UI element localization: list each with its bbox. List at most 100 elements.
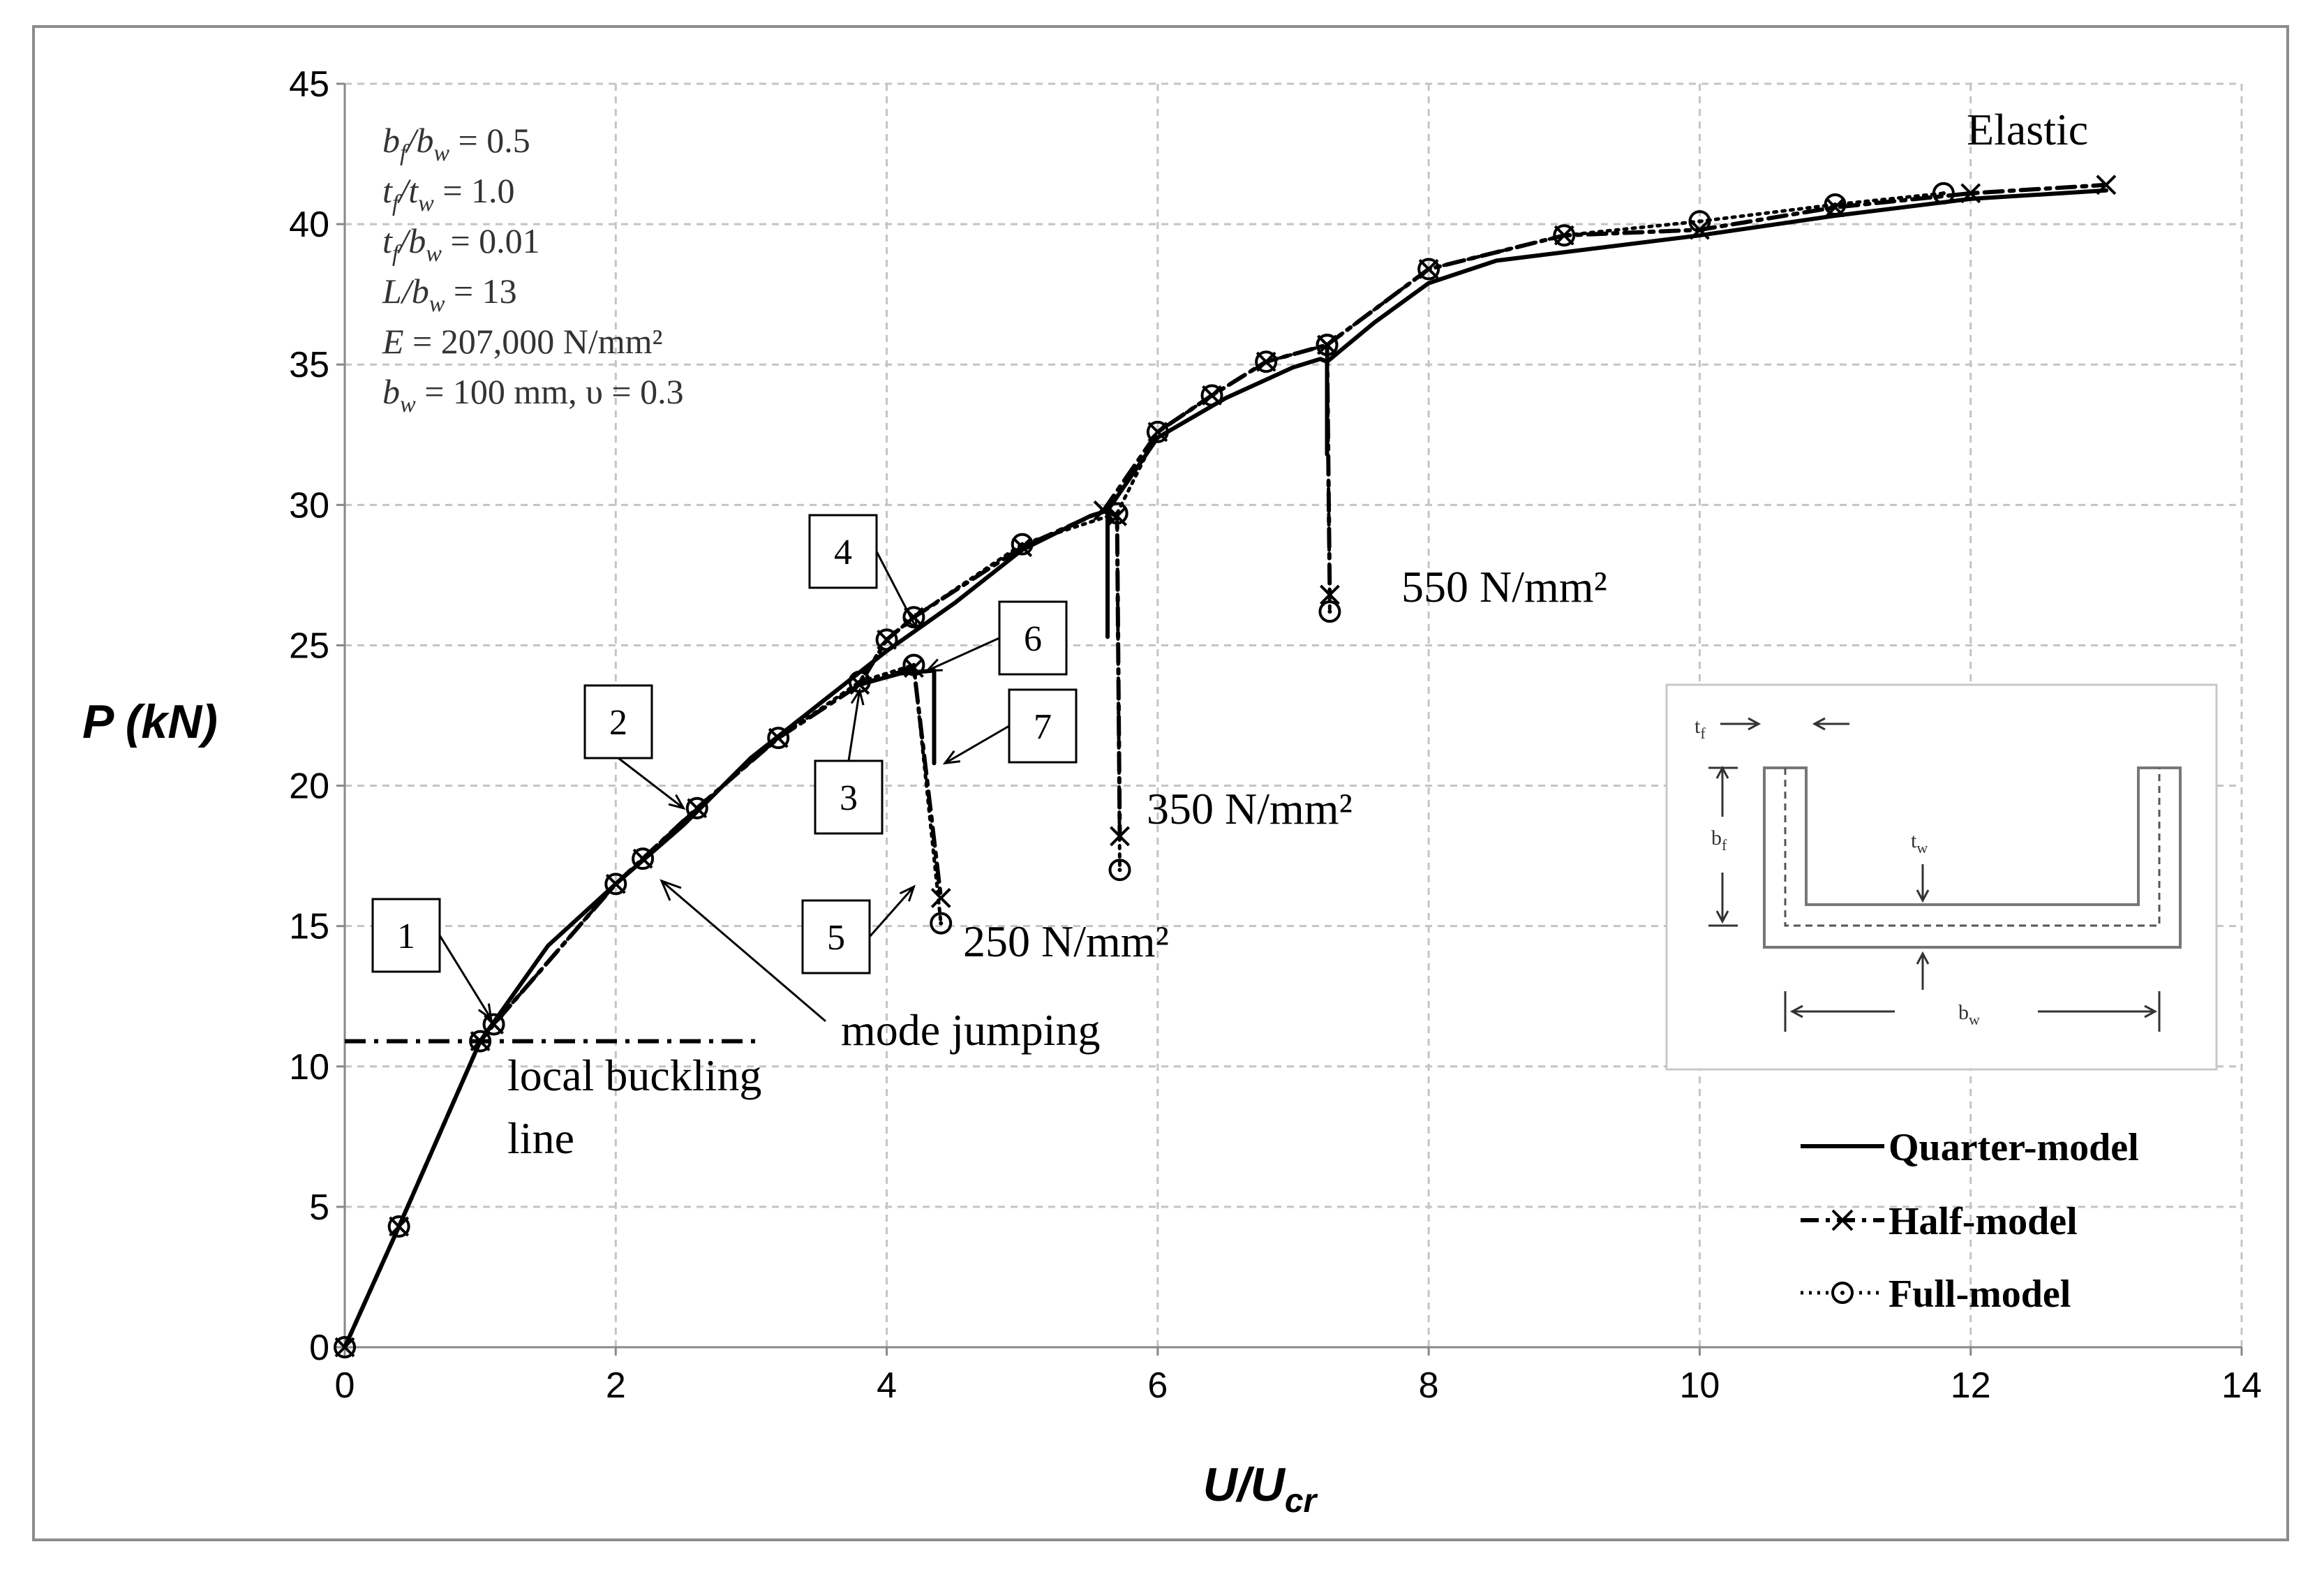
callout-leader	[847, 690, 861, 762]
marker-circle	[1318, 600, 1341, 623]
series-line-solid	[1105, 357, 1329, 513]
marker-circle	[1316, 334, 1339, 357]
callout-label: 7	[1034, 707, 1052, 747]
y-tick-label: 15	[289, 907, 329, 947]
series-line-dotted	[858, 663, 943, 926]
x-tick-label: 14	[2221, 1365, 2262, 1406]
mode-jumping-label: mode jumping	[841, 1005, 1101, 1055]
legend-marker-x	[1831, 1209, 1854, 1231]
series-line-solid	[1325, 188, 2108, 364]
marker-circle	[469, 1030, 492, 1053]
dimension-arrows	[1708, 717, 2161, 1032]
cross-section-inset: tf bf tw bw	[1665, 683, 2218, 1071]
marker-x	[1110, 826, 1130, 847]
marker-circle	[482, 1013, 505, 1036]
marker-circle-dot	[1115, 511, 1119, 516]
marker-circle	[875, 628, 898, 651]
channel-section	[1763, 766, 2182, 949]
inset-tw-label: tw	[1911, 829, 1928, 857]
callout-box	[814, 759, 884, 835]
marker-circle-dot	[478, 1039, 483, 1044]
marker-circle-dot	[1697, 219, 1702, 224]
callout-label: 1	[397, 917, 415, 956]
legend-item-quarter: Quarter-model	[1801, 1126, 2139, 1169]
marker-circle	[334, 1336, 356, 1358]
callouts-group: 1 2 3 4 5 6 7	[371, 514, 1078, 1021]
x-tick-label: 6	[1147, 1365, 1168, 1406]
inset-tf-label: tf	[1694, 715, 1706, 742]
parameter-line: bf/bw = 0.5	[382, 121, 530, 166]
y-tick-label: 45	[289, 64, 329, 105]
marker-circle-dot	[939, 921, 944, 926]
markers-group	[334, 175, 2117, 1358]
marker-x	[1093, 500, 1114, 521]
marker-circle	[387, 1215, 410, 1238]
callout-leader	[868, 886, 915, 937]
callout-leader	[927, 637, 1000, 672]
label-350: 350 N/mm²	[1147, 784, 1353, 833]
y-tick-label: 20	[289, 766, 329, 807]
parameter-line: tf/bw = 0.01	[382, 221, 540, 267]
marker-circle-dot	[1941, 191, 1946, 195]
y-tick-label: 30	[289, 485, 329, 526]
marker-circle-dot	[396, 1224, 401, 1229]
x-tick-label: 8	[1419, 1365, 1439, 1406]
marker-circle-dot	[1833, 202, 1838, 207]
y-tick-label: 25	[289, 625, 329, 666]
marker-circle	[767, 727, 790, 750]
mode-jumping-arrows	[660, 879, 826, 1023]
inset-bf-label: bf	[1711, 826, 1727, 854]
marker-circle	[685, 796, 708, 820]
local-buckling-label: local buckling	[507, 1051, 761, 1100]
marker-circle-dot	[1264, 359, 1269, 364]
parameters-block: bf/bw = 0.5 tf/tw = 1.0 tf/bw = 0.01 L/bw =…	[382, 121, 684, 417]
marker-circle-dot	[343, 1345, 347, 1349]
marker-circle-dot	[1562, 233, 1567, 238]
section-midline	[1784, 768, 2161, 927]
marker-circle-dot	[884, 637, 889, 642]
callout-box	[801, 899, 871, 974]
marker-circle-dot	[613, 882, 618, 887]
inset-bw-label: bw	[1958, 1001, 1980, 1028]
x-tick-label: 10	[1680, 1365, 1720, 1406]
y-tick-label: 10	[289, 1047, 329, 1088]
marker-circle	[632, 847, 655, 870]
marker-x	[1960, 183, 1981, 204]
marker-circle-dot	[491, 1022, 496, 1027]
legend-item-full: Full-model	[1801, 1273, 2071, 1316]
callout-leader	[618, 757, 685, 809]
x-tick-label: 2	[606, 1365, 626, 1406]
legend-item-half: Half-model	[1801, 1200, 2078, 1243]
marker-circle-dot	[1209, 393, 1214, 398]
series-line-dotted	[1115, 343, 1332, 614]
marker-circle	[1200, 384, 1223, 407]
marker-circle	[1553, 224, 1576, 247]
marker-circle-dot	[1427, 267, 1431, 272]
series-line-dotted	[1325, 191, 1946, 347]
callout-label: 4	[834, 533, 852, 572]
callout-label: 3	[840, 778, 858, 818]
callout-box	[808, 514, 878, 589]
callout-label: 6	[1024, 619, 1042, 659]
callout-leader	[875, 551, 918, 630]
marker-circle-dot	[1325, 343, 1329, 348]
callout-leader	[438, 935, 492, 1020]
marker-circle	[1417, 258, 1440, 281]
legend-label-half: Half-model	[1889, 1200, 2078, 1243]
local-buckling-label-line2: line	[507, 1113, 574, 1163]
callout-label: 2	[609, 703, 627, 743]
grid	[345, 82, 2243, 1347]
callout-arrowhead	[925, 658, 943, 672]
y-axis-title: P (kN)	[82, 695, 218, 748]
marker-circle	[902, 653, 925, 676]
label-550: 550 N/mm²	[1401, 562, 1607, 611]
x-tick-label: 4	[877, 1365, 897, 1406]
legend-label-full: Full-model	[1889, 1273, 2071, 1316]
marker-circle-dot	[1155, 429, 1160, 434]
callout-label: 5	[827, 918, 845, 958]
marker-x	[930, 888, 951, 908]
marker-circle	[1932, 181, 1955, 205]
marker-circle-dot	[1327, 609, 1332, 614]
elastic-label: Elastic	[1967, 105, 2088, 154]
